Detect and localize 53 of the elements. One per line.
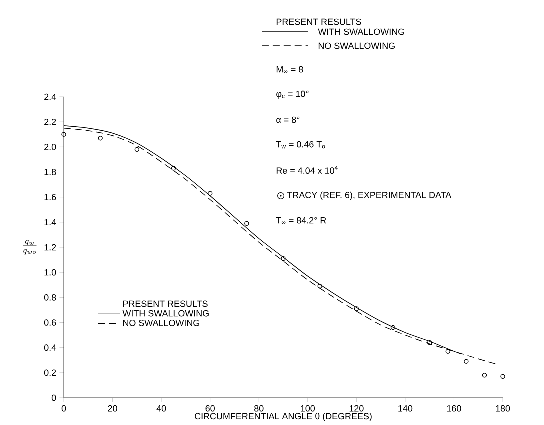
annotation: α = 8° bbox=[276, 116, 300, 124]
point bbox=[354, 306, 360, 312]
legend-label: WITH SWALLOWING bbox=[122, 310, 209, 317]
point bbox=[208, 191, 213, 196]
annotation: φ$_{c}$ = 10° bbox=[276, 90, 309, 100]
y-tick-label: 1.6 bbox=[44, 194, 56, 201]
y-tick-label: 2.0 bbox=[44, 144, 56, 150]
y-tick-label: 2.4 bbox=[44, 94, 56, 100]
point bbox=[281, 256, 286, 262]
point bbox=[390, 325, 396, 330]
y-tick-label: 1.2 bbox=[44, 244, 56, 251]
point bbox=[134, 147, 140, 152]
point bbox=[428, 340, 432, 346]
y-tick-label: 0.4 bbox=[44, 344, 56, 352]
x-tick-label: 180 bbox=[496, 405, 510, 412]
legend-label: TRACY (REF. 6), EXPERIMENTAL DATA bbox=[287, 192, 452, 200]
y-tick-label: 1.0 bbox=[44, 269, 56, 276]
point bbox=[482, 373, 488, 378]
x-tick-label: 60 bbox=[206, 405, 215, 412]
annotation: Re = 4.04 x 10$^{4}$ bbox=[276, 166, 338, 174]
y-tick-label: 0.6 bbox=[44, 320, 56, 326]
x-tick-label: 100 bbox=[301, 405, 316, 412]
x-tick-label: 0 bbox=[62, 405, 66, 412]
point bbox=[318, 284, 322, 289]
text: WITH SWALLOWING bbox=[318, 28, 404, 36]
text: PRESENT RESULTS bbox=[276, 18, 362, 26]
point bbox=[464, 359, 469, 364]
point bbox=[244, 221, 250, 226]
point bbox=[500, 374, 506, 380]
text: M$_{∞}$ = 8 bbox=[276, 66, 304, 74]
point bbox=[171, 166, 176, 171]
y-tick-label: 1.8 bbox=[44, 169, 56, 176]
y-tick-label: 0 bbox=[52, 394, 56, 402]
x-tick-label: 120 bbox=[350, 405, 364, 412]
x-tick-label: 160 bbox=[447, 405, 462, 412]
x-tick-label: 20 bbox=[108, 405, 118, 412]
x-tick-label: 40 bbox=[156, 405, 166, 412]
annotation: T$_{∞}$ = 84.2° R bbox=[276, 217, 326, 224]
x-tick-label: 140 bbox=[398, 405, 413, 412]
x-axis-title: CIRCUMFERENTIAL ANGLE θ (DEGREES) bbox=[195, 412, 372, 422]
legend-title: PRESENT RESULTS bbox=[123, 300, 208, 308]
point bbox=[62, 132, 66, 137]
y-axis-title: $\frac{q_{w}}{q_{wo}}$ bbox=[23, 240, 37, 255]
y-tick-label: 1.4 bbox=[44, 219, 56, 226]
y-tick-label: 2.2 bbox=[44, 118, 56, 126]
point bbox=[446, 349, 450, 354]
x-tick-label: 80 bbox=[254, 405, 264, 412]
legend-label: NO SWALLOWING bbox=[123, 320, 200, 326]
annotation: T$_{w}$ = 0.46 T$_{o}$ bbox=[276, 141, 326, 149]
y-tick-label: 0.2 bbox=[44, 370, 56, 376]
y-tick-label: 0.8 bbox=[44, 294, 56, 301]
point bbox=[98, 136, 103, 141]
text: NO SWALLOWING bbox=[318, 42, 395, 50]
